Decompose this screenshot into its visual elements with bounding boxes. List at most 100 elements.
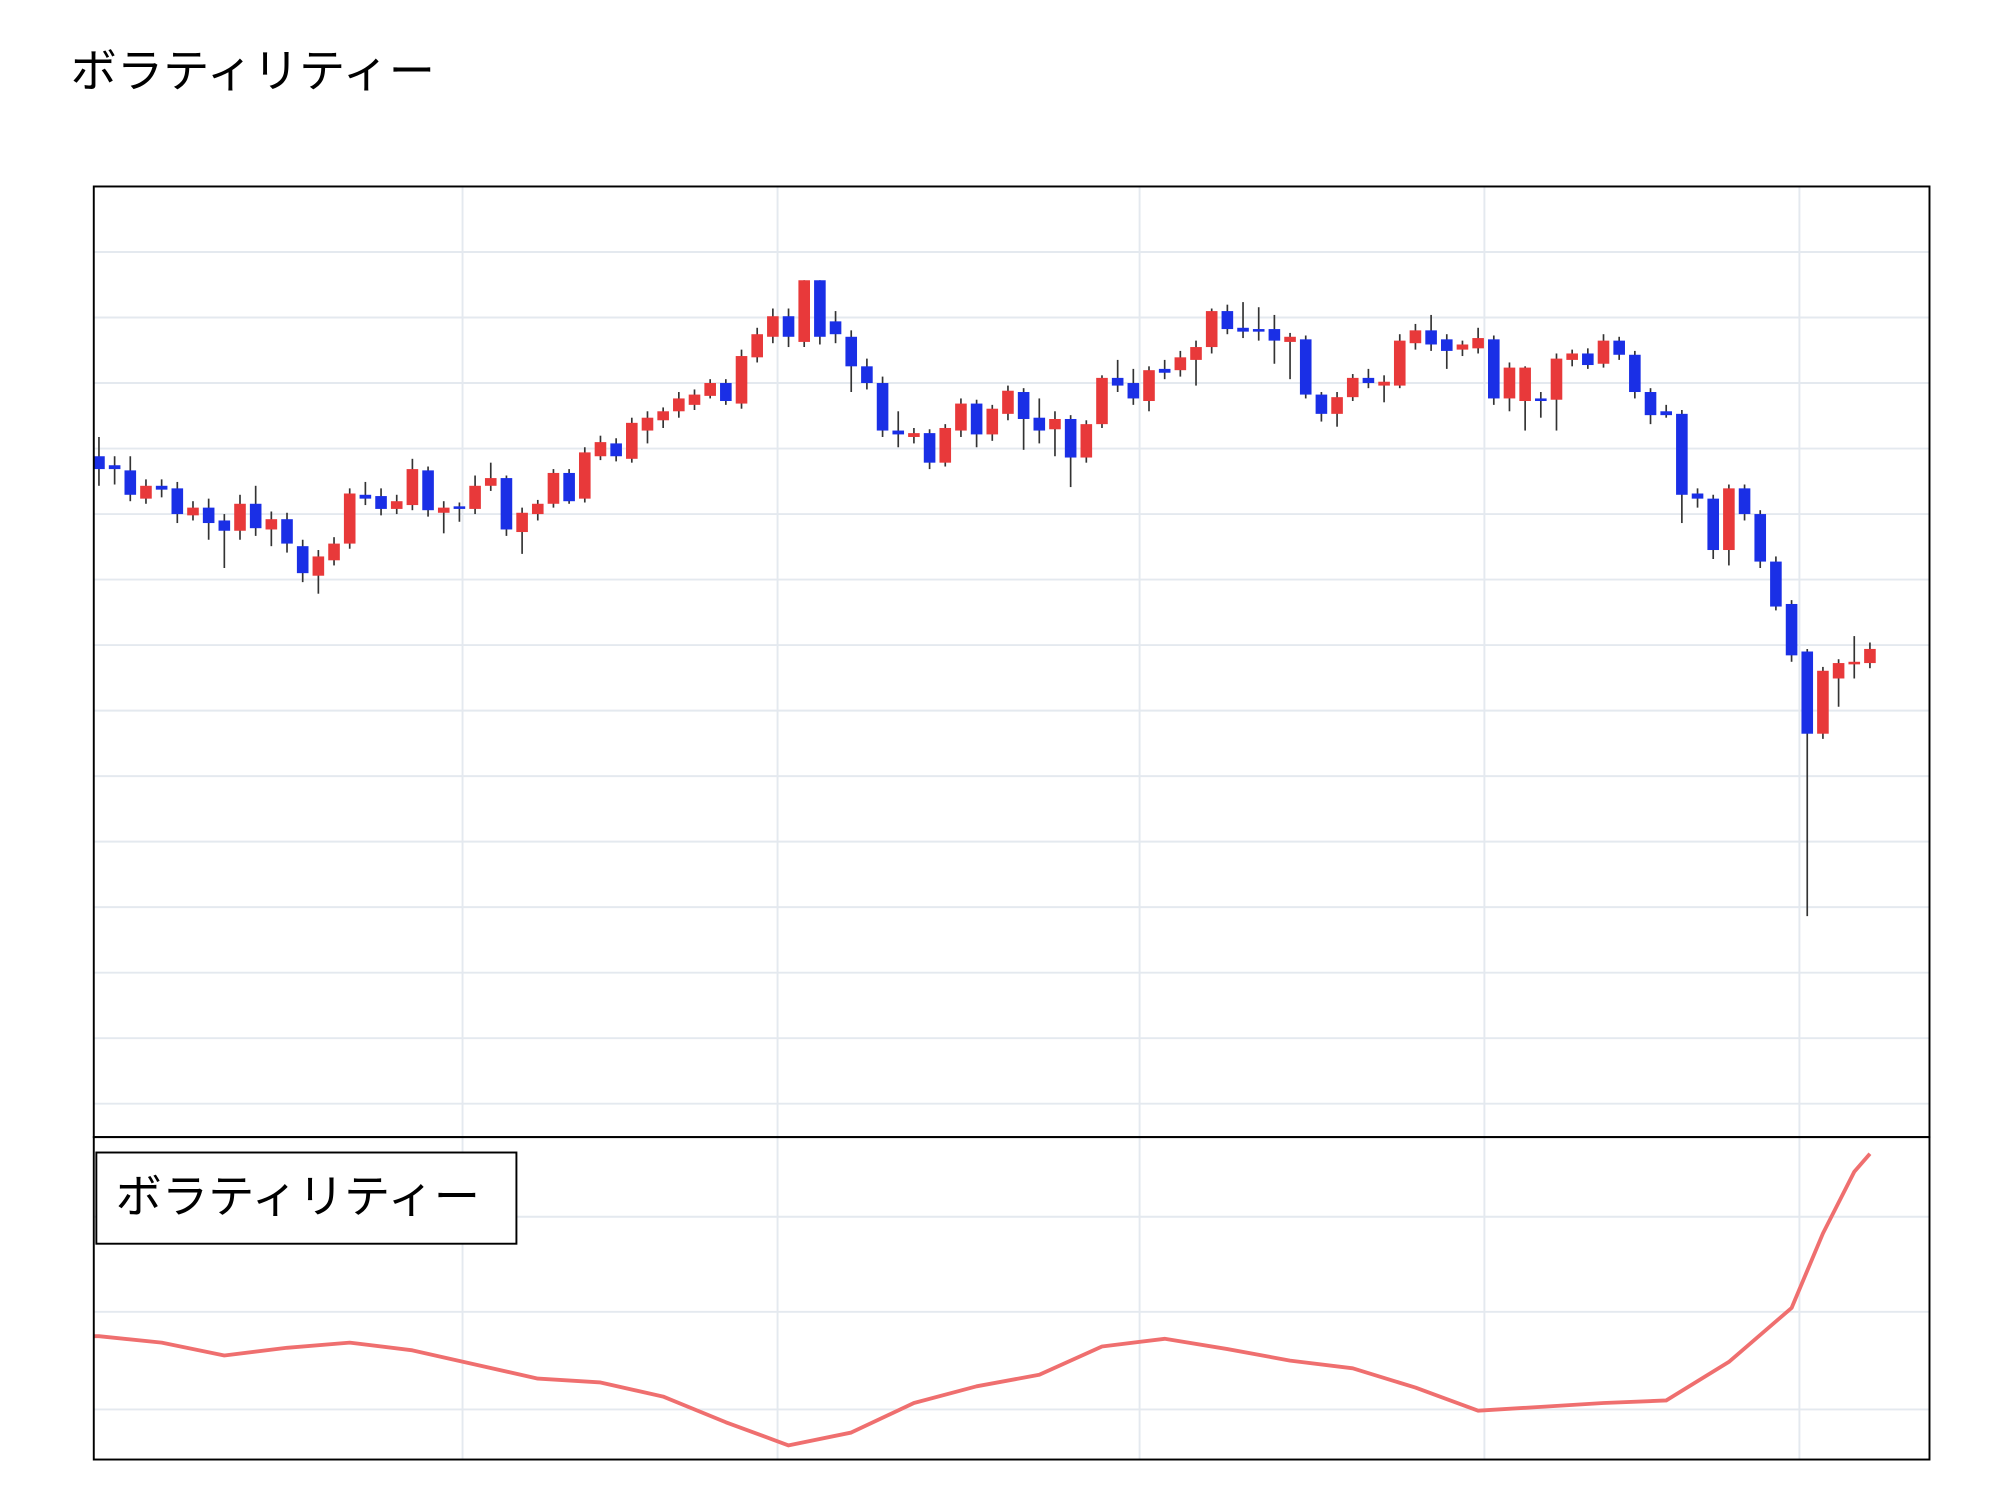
candle-body — [1237, 327, 1249, 332]
candle-body — [1346, 377, 1359, 398]
candle-body — [547, 472, 560, 504]
candle-body — [1738, 488, 1751, 515]
candle-body — [673, 398, 685, 412]
candle-body — [1331, 397, 1343, 414]
candle-body — [328, 543, 340, 561]
candle-body — [155, 485, 168, 490]
candle-body — [124, 470, 137, 495]
candle-body — [1660, 411, 1672, 416]
candle-body — [453, 506, 466, 509]
candle-body — [814, 280, 826, 337]
legend-label: ボラティリティー — [116, 1170, 480, 1224]
candle-body — [1221, 311, 1234, 330]
candle-body — [1723, 488, 1735, 551]
candle-body — [578, 452, 591, 499]
candle-body — [923, 433, 936, 463]
candle-body — [1143, 370, 1155, 402]
page-title: ボラティリティー — [71, 44, 435, 98]
candle-body — [594, 442, 607, 457]
candle-body — [406, 469, 419, 506]
candle-body — [281, 519, 293, 544]
candle-body — [1299, 339, 1312, 395]
candle-body — [1158, 368, 1171, 373]
candle-body — [1629, 354, 1641, 393]
candle-body — [1817, 670, 1829, 734]
candle-body — [1832, 663, 1845, 679]
candle-body — [861, 366, 873, 384]
candle-body — [1503, 367, 1516, 399]
candle-body — [1315, 394, 1328, 414]
candle-body — [265, 519, 278, 530]
candle-body — [1691, 493, 1704, 499]
candle-body — [829, 321, 842, 335]
candle-body — [1440, 339, 1453, 351]
candle-body — [1535, 398, 1547, 402]
candle-body — [1268, 329, 1281, 341]
candle-body — [1644, 392, 1657, 416]
candle-body — [1613, 340, 1625, 355]
candle-body — [108, 465, 121, 470]
candle-body — [1864, 648, 1876, 664]
candle-body — [500, 478, 513, 530]
candle-body — [218, 520, 231, 531]
grid — [93, 186, 1930, 1460]
candle-body — [1378, 381, 1390, 386]
volatility-panel-frame — [92, 1136, 1931, 1461]
candle-body — [437, 507, 450, 513]
candle-body — [1049, 418, 1061, 430]
candle-body — [751, 334, 763, 358]
candle-body — [892, 430, 905, 435]
candle-body — [1127, 383, 1140, 399]
candle-body — [343, 493, 356, 544]
candle-body — [1096, 377, 1108, 425]
candle-body — [1770, 561, 1782, 607]
candle-body — [939, 427, 952, 463]
candle-body — [735, 356, 748, 404]
candle-body — [1393, 340, 1406, 386]
candle-body — [798, 280, 811, 342]
candle-body — [1566, 353, 1578, 360]
candle-body — [641, 417, 654, 431]
candle-body — [312, 556, 325, 576]
candle-body — [234, 503, 246, 531]
candle-body — [516, 512, 528, 533]
candle-body — [1582, 353, 1594, 366]
candle-body — [187, 507, 199, 516]
candle-body — [1284, 336, 1296, 342]
candle-body — [610, 443, 622, 457]
candle-body — [1785, 603, 1798, 656]
candle-body — [1111, 377, 1124, 386]
candle-body — [1801, 651, 1814, 734]
price-panel-frame — [92, 185, 1931, 1139]
candle-body — [469, 485, 481, 509]
candle-body — [688, 394, 701, 405]
candle-body — [375, 496, 387, 509]
candle-body — [845, 336, 858, 367]
candle-body — [1848, 661, 1861, 665]
candle-body — [1754, 514, 1767, 562]
marks — [93, 280, 1876, 1448]
candle-body — [422, 470, 434, 511]
candle-body — [970, 403, 983, 435]
candle-body — [657, 411, 669, 421]
candle-body — [359, 494, 372, 499]
candle-body — [1597, 340, 1610, 364]
candle-body — [531, 503, 544, 515]
candle-body — [1033, 417, 1046, 431]
candle-body — [626, 422, 638, 459]
candle-body — [296, 546, 309, 574]
candle-body — [1409, 330, 1422, 344]
candle-body — [93, 456, 105, 470]
candle-body — [720, 383, 732, 402]
candle-body — [1205, 311, 1218, 348]
candle-body — [767, 316, 779, 337]
candle-body — [876, 383, 889, 431]
candle-body — [986, 408, 999, 435]
candle-body — [1080, 424, 1093, 458]
candle-body — [1487, 339, 1500, 399]
candle-body — [249, 503, 262, 529]
candle-body — [908, 433, 920, 437]
candle-body — [1174, 357, 1187, 371]
candle-body — [1472, 338, 1484, 349]
